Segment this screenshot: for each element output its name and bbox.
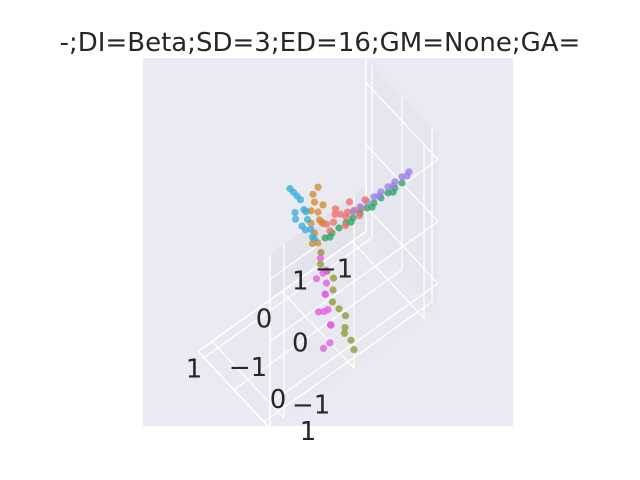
data-point — [340, 329, 349, 337]
data-point — [308, 233, 317, 241]
data-point — [350, 346, 358, 354]
data-point — [312, 275, 321, 283]
data-point — [331, 205, 340, 213]
data-point — [398, 173, 406, 181]
data-point — [317, 248, 325, 256]
data-point — [298, 222, 306, 230]
data-point — [384, 189, 392, 197]
scatter-points — [286, 168, 413, 354]
grid-line — [269, 220, 439, 342]
data-point — [321, 290, 329, 298]
data-point — [363, 204, 371, 212]
data-point — [321, 234, 329, 242]
x-tick-label: 0 — [256, 304, 273, 334]
z-tick-label: 0 — [292, 328, 309, 358]
data-point — [319, 201, 327, 209]
data-point — [356, 203, 364, 211]
grid-line — [233, 269, 403, 391]
data-point — [320, 308, 328, 316]
data-point — [345, 198, 354, 206]
data-point — [314, 183, 322, 191]
data-point — [326, 321, 335, 329]
data-point — [331, 210, 339, 219]
data-point — [347, 336, 355, 344]
data-point — [326, 227, 334, 235]
data-point — [314, 308, 323, 316]
tick-labels: −101 −101−101 — [186, 254, 353, 446]
x-tick-label: 1 — [186, 354, 203, 384]
data-point — [314, 208, 322, 216]
chart-title: -;DI=Beta;SD=3;ED=16;GM=None;GA= — [60, 28, 581, 58]
data-point — [341, 222, 350, 230]
x-tick-label: −1 — [315, 254, 353, 284]
data-point — [307, 225, 315, 233]
data-point — [335, 305, 343, 313]
pane-edge — [197, 230, 367, 353]
data-point — [335, 224, 343, 232]
z-tick-label: 1 — [292, 266, 309, 296]
data-point — [384, 183, 392, 191]
data-point — [322, 279, 331, 287]
data-point — [309, 190, 317, 198]
grid-line — [211, 340, 285, 419]
data-point — [328, 298, 337, 306]
data-point — [286, 185, 294, 193]
data-point — [326, 339, 334, 347]
data-point — [316, 254, 325, 262]
data-point — [355, 212, 364, 220]
y-tick-label: 0 — [270, 385, 287, 415]
data-point — [329, 218, 338, 226]
data-point — [342, 213, 350, 221]
data-point — [341, 312, 350, 320]
data-point — [316, 260, 325, 268]
z-tick-label: −1 — [292, 390, 330, 420]
grid-lines — [197, 57, 439, 429]
data-point — [308, 239, 317, 247]
data-point — [329, 286, 337, 294]
data-point — [310, 198, 319, 206]
data-point — [315, 216, 324, 224]
y-tick-label: 1 — [300, 417, 317, 447]
data-point — [300, 206, 308, 214]
data-point — [291, 215, 300, 223]
grid-line — [263, 301, 433, 423]
data-point — [341, 324, 349, 332]
data-point — [329, 274, 338, 282]
data-point — [291, 208, 299, 217]
data-point — [398, 179, 406, 187]
y-tick-label: −1 — [229, 353, 267, 383]
data-point — [303, 215, 312, 224]
data-point — [361, 196, 369, 204]
grid-line — [365, 82, 439, 160]
data-point — [319, 344, 328, 352]
data-point — [349, 208, 357, 216]
data-point — [336, 210, 345, 218]
data-point — [370, 193, 378, 201]
data-point — [322, 266, 330, 274]
pane-edge — [197, 350, 271, 429]
